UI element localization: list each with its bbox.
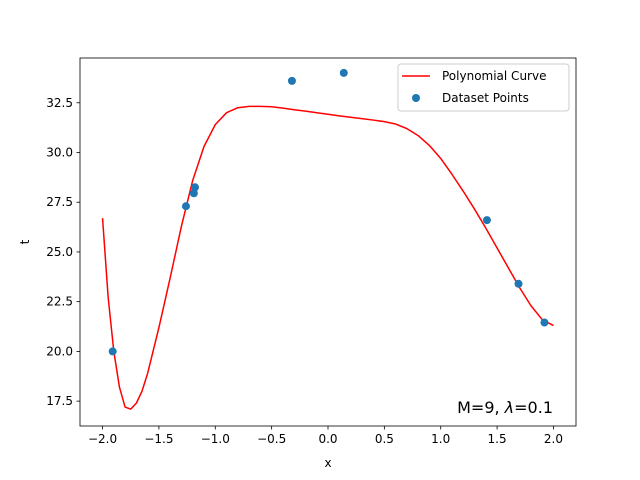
data-point — [108, 347, 117, 356]
x-tick-label: 1.5 — [488, 432, 507, 446]
x-tick-label: 0.5 — [375, 432, 394, 446]
legend-swatch-dataset-points — [412, 94, 420, 102]
y-tick-label: 22.5 — [46, 295, 73, 309]
annotation-suffix: =0.1 — [514, 398, 553, 417]
legend: Polynomial Curve Dataset Points — [397, 63, 570, 112]
x-tick-label: 0.0 — [318, 432, 337, 446]
annotation-lambda: λ — [504, 398, 514, 417]
data-point — [287, 76, 296, 85]
x-tick-label: 1.0 — [431, 432, 450, 446]
y-tick-label: 25.0 — [46, 245, 73, 259]
data-point — [339, 68, 348, 77]
x-tick-label: −1.5 — [144, 432, 173, 446]
data-point — [190, 183, 199, 192]
y-tick-label: 20.0 — [46, 344, 73, 358]
legend-label-polynomial-curve: Polynomial Curve — [442, 69, 546, 83]
y-tick-label: 27.5 — [46, 195, 73, 209]
y-tick-label: 17.5 — [46, 394, 73, 408]
data-point — [514, 279, 523, 288]
x-tick-label: −2.0 — [88, 432, 117, 446]
y-tick-label: 32.5 — [46, 96, 73, 110]
legend-box — [397, 63, 570, 112]
y-tick-label: 30.0 — [46, 145, 73, 159]
data-point — [181, 202, 190, 211]
x-axis-label: x — [324, 456, 331, 470]
data-point — [540, 318, 549, 327]
model-annotation: M=9, λ=0.1 — [457, 398, 553, 417]
x-tick-label: −1.0 — [201, 432, 230, 446]
annotation-prefix: M=9, — [457, 398, 505, 417]
polynomial-curve-line — [101, 105, 554, 410]
legend-label-dataset-points: Dataset Points — [442, 91, 529, 105]
data-point — [189, 189, 198, 198]
y-axis-label: t — [18, 239, 32, 244]
x-tick-label: 2.0 — [544, 432, 563, 446]
data-point — [482, 216, 491, 225]
x-tick-label: −0.5 — [257, 432, 286, 446]
